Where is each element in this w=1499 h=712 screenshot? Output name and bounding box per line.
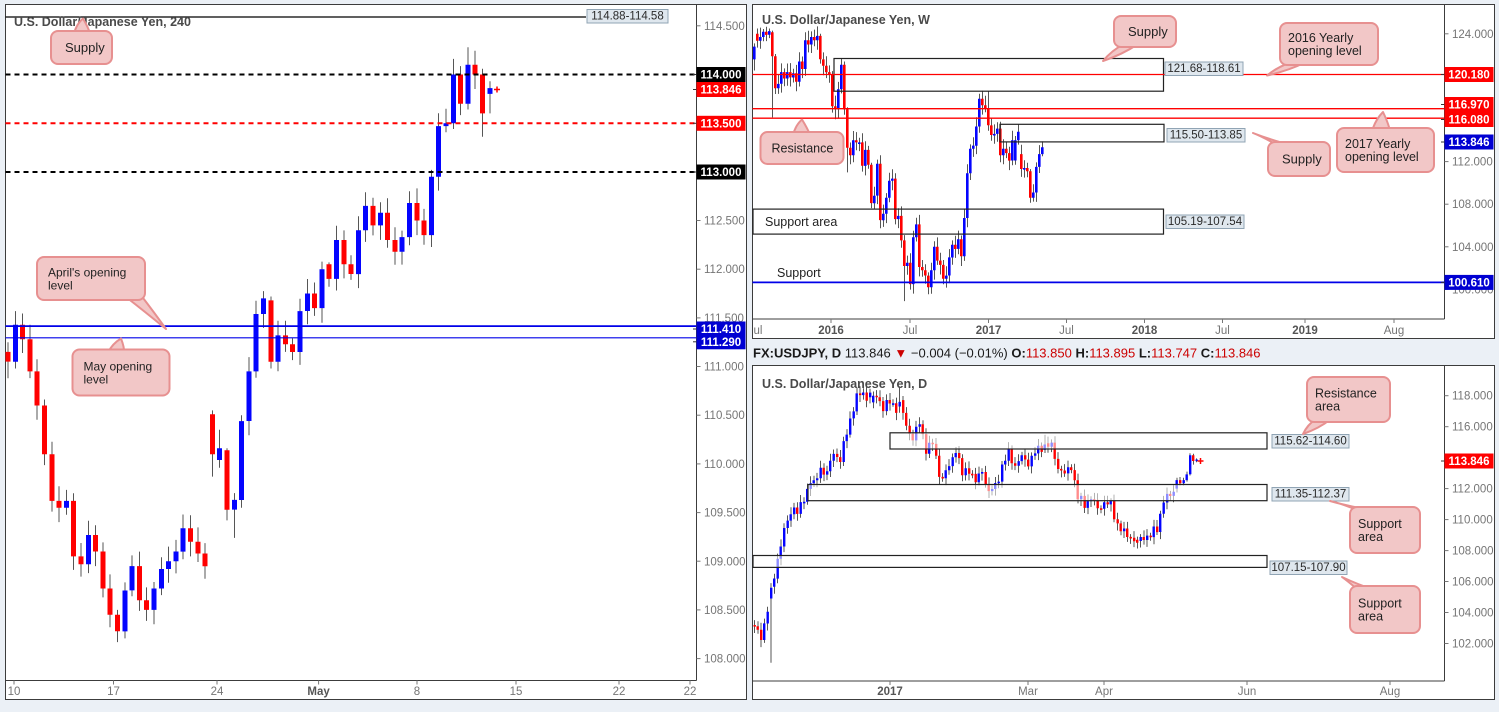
- svg-text:112.000: 112.000: [1452, 484, 1493, 496]
- svg-text:area: area: [1358, 610, 1383, 624]
- svg-text:105.19-107.54: 105.19-107.54: [1168, 216, 1243, 228]
- svg-text:U.S. Dollar/Japanese Yen, D: U.S. Dollar/Japanese Yen, D: [762, 377, 927, 391]
- svg-text:100.610: 100.610: [1448, 278, 1490, 290]
- svg-text:111.000: 111.000: [704, 362, 744, 374]
- svg-text:ul: ul: [754, 325, 763, 337]
- svg-text:112.000: 112.000: [1452, 157, 1493, 169]
- svg-text:Jul: Jul: [1059, 325, 1074, 337]
- svg-text:104.000: 104.000: [1452, 242, 1494, 254]
- svg-text:116.080: 116.080: [1449, 115, 1490, 127]
- svg-text:2019: 2019: [1292, 325, 1318, 337]
- svg-text:2017 Yearly: 2017 Yearly: [1345, 137, 1411, 151]
- svg-text:2016 Yearly: 2016 Yearly: [1288, 31, 1354, 45]
- svg-text:15: 15: [510, 686, 523, 698]
- svg-text:108.500: 108.500: [704, 605, 746, 617]
- svg-text:116.970: 116.970: [1449, 100, 1490, 112]
- svg-text:116.000: 116.000: [1452, 422, 1493, 434]
- svg-text:Support: Support: [777, 266, 821, 280]
- svg-text:113.846: 113.846: [1449, 456, 1490, 468]
- svg-text:10: 10: [8, 686, 21, 698]
- svg-text:Jul: Jul: [1215, 325, 1230, 337]
- svg-text:22: 22: [613, 686, 626, 698]
- svg-text:opening level: opening level: [1345, 150, 1419, 164]
- svg-text:area: area: [1358, 530, 1383, 544]
- svg-text:114.000: 114.000: [701, 70, 742, 82]
- svg-text:113.500: 113.500: [701, 119, 742, 131]
- svg-text:Supply: Supply: [65, 40, 105, 55]
- svg-text:Apr: Apr: [1095, 686, 1113, 698]
- svg-text:108.000: 108.000: [704, 654, 746, 666]
- svg-text:2018: 2018: [1132, 325, 1158, 337]
- svg-text:opening level: opening level: [1288, 44, 1362, 58]
- svg-text:107.15-107.90: 107.15-107.90: [1271, 562, 1345, 574]
- svg-text:112.000: 112.000: [704, 264, 745, 276]
- svg-text:111.410: 111.410: [701, 324, 741, 336]
- svg-text:Jun: Jun: [1238, 686, 1257, 698]
- svg-text:110.500: 110.500: [704, 410, 745, 422]
- svg-text:Supply: Supply: [1282, 152, 1322, 167]
- svg-text:Mar: Mar: [1018, 686, 1038, 698]
- svg-text:Aug: Aug: [1380, 686, 1400, 698]
- svg-text:2017: 2017: [877, 686, 903, 698]
- svg-text:Aug: Aug: [1384, 325, 1404, 337]
- svg-text:104.000: 104.000: [1452, 608, 1494, 620]
- svg-text:FX:USDJPY, D 113.846 ▼ −0.004: FX:USDJPY, D 113.846 ▼ −0.004 (−0.01%) O…: [753, 346, 1261, 361]
- svg-text:109.000: 109.000: [704, 556, 746, 568]
- svg-text:121.68-118.61: 121.68-118.61: [1167, 63, 1240, 75]
- svg-text:22: 22: [684, 686, 697, 698]
- svg-text:Support: Support: [1358, 596, 1402, 610]
- svg-text:106.000: 106.000: [1452, 577, 1494, 589]
- svg-text:112.500: 112.500: [704, 216, 745, 228]
- svg-text:U.S. Dollar/Japanese Yen, W: U.S. Dollar/Japanese Yen, W: [762, 13, 930, 27]
- svg-text:115.62-114.60: 115.62-114.60: [1274, 436, 1346, 448]
- svg-text:8: 8: [414, 686, 420, 698]
- svg-text:April's opening: April's opening: [48, 265, 126, 279]
- svg-text:114.88-114.58: 114.88-114.58: [591, 11, 663, 23]
- svg-text:110.000: 110.000: [704, 459, 745, 471]
- svg-text:114.500: 114.500: [704, 21, 745, 33]
- svg-text:108.000: 108.000: [1452, 546, 1494, 558]
- svg-text:2016: 2016: [818, 325, 844, 337]
- svg-text:120.180: 120.180: [1448, 70, 1490, 82]
- svg-text:109.500: 109.500: [704, 508, 746, 520]
- svg-text:Support: Support: [1358, 517, 1402, 531]
- svg-text:Supply: Supply: [1128, 24, 1168, 39]
- svg-text:124.000: 124.000: [1452, 29, 1494, 41]
- svg-text:24: 24: [211, 686, 224, 698]
- svg-text:level: level: [48, 279, 73, 293]
- svg-text:118.000: 118.000: [1452, 391, 1493, 403]
- svg-text:May opening: May opening: [84, 359, 153, 373]
- svg-text:May: May: [307, 686, 330, 698]
- svg-text:2017: 2017: [976, 325, 1002, 337]
- svg-text:111.35-112.37: 111.35-112.37: [1275, 489, 1347, 501]
- svg-text:Resistance: Resistance: [1315, 386, 1377, 400]
- svg-text:111.290: 111.290: [701, 337, 741, 349]
- svg-text:Jul: Jul: [903, 325, 918, 337]
- svg-text:110.000: 110.000: [1452, 515, 1493, 527]
- svg-text:17: 17: [107, 686, 120, 698]
- svg-text:113.000: 113.000: [701, 167, 742, 179]
- svg-text:113.846: 113.846: [701, 85, 742, 97]
- svg-text:area: area: [1315, 400, 1340, 414]
- svg-text:Support area: Support area: [765, 215, 837, 229]
- svg-text:U.S. Dollar/Japanese Yen, 240: U.S. Dollar/Japanese Yen, 240: [14, 15, 191, 29]
- svg-text:102.000: 102.000: [1452, 638, 1494, 650]
- svg-text:108.000: 108.000: [1452, 199, 1494, 211]
- svg-text:113.846: 113.846: [1449, 137, 1490, 149]
- svg-text:Resistance: Resistance: [772, 142, 834, 156]
- svg-text:115.50-113.85: 115.50-113.85: [1170, 130, 1242, 142]
- svg-text:level: level: [84, 373, 109, 387]
